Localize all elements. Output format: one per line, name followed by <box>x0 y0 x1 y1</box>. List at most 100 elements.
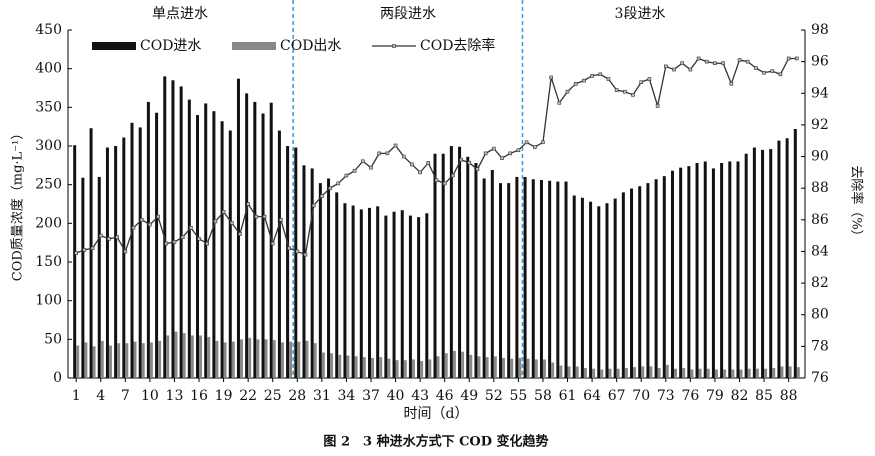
bar <box>646 183 650 378</box>
bar <box>474 163 478 378</box>
section-label: 单点进水 <box>152 6 208 22</box>
y2-tick-label: 94 <box>811 85 829 101</box>
bar <box>575 366 579 378</box>
bar <box>220 121 224 379</box>
x-tick-label: 49 <box>460 388 478 404</box>
x-tick-label: 55 <box>509 388 527 404</box>
line-marker <box>745 59 750 64</box>
legend-label: COD出水 <box>280 38 341 54</box>
x-tick-label: 1 <box>72 388 81 404</box>
bar <box>589 201 593 378</box>
bar <box>583 367 587 378</box>
line-marker <box>696 56 701 61</box>
bar <box>461 351 465 378</box>
bar <box>108 345 112 378</box>
line-marker <box>467 161 472 165</box>
bar <box>624 367 628 378</box>
bar <box>264 339 268 378</box>
bar <box>613 198 617 378</box>
line-marker <box>156 214 160 219</box>
bar <box>572 195 576 378</box>
bar <box>122 137 126 378</box>
legend-swatch <box>392 44 396 48</box>
bar <box>515 176 519 378</box>
bar <box>706 368 710 378</box>
y2-tick-label: 86 <box>811 212 829 228</box>
bar <box>187 99 191 378</box>
line-marker <box>279 218 283 222</box>
bar <box>518 357 522 378</box>
bar <box>654 179 658 378</box>
bar <box>327 178 331 378</box>
x-tick-label: 28 <box>288 388 306 404</box>
x-tick-label: 22 <box>239 388 257 404</box>
line-marker <box>786 56 791 61</box>
line-marker <box>672 67 676 72</box>
bar <box>321 352 325 378</box>
x-tick-label: 61 <box>559 388 577 404</box>
bar <box>752 147 756 378</box>
bar <box>114 146 118 378</box>
bar <box>531 179 535 378</box>
bar <box>171 80 175 379</box>
x-tick-label: 58 <box>534 388 552 404</box>
line-marker <box>492 146 496 151</box>
bar <box>228 130 232 378</box>
bar <box>477 356 481 378</box>
bar <box>485 357 489 378</box>
bar <box>395 360 399 378</box>
line-marker <box>189 225 193 230</box>
bar <box>703 161 707 378</box>
line-marker <box>663 64 668 69</box>
bar <box>163 76 167 379</box>
bar <box>796 367 800 378</box>
line-marker <box>598 72 603 77</box>
y-tick-label: 250 <box>35 177 62 193</box>
bar <box>310 168 314 378</box>
line-marker <box>655 104 660 108</box>
line-marker <box>713 61 717 66</box>
bar <box>403 360 407 378</box>
bar <box>542 359 546 378</box>
line-marker <box>704 59 709 64</box>
line-marker <box>426 161 431 165</box>
y2-tick-label: 90 <box>811 149 829 165</box>
bar <box>138 127 142 378</box>
line-marker <box>303 252 308 257</box>
y2-tick-label: 98 <box>811 22 829 38</box>
line-marker <box>328 186 332 190</box>
section-label: 两段进水 <box>380 6 436 22</box>
bar <box>747 368 751 378</box>
line-marker <box>729 81 734 86</box>
y2-tick-label: 84 <box>811 243 829 259</box>
bar <box>146 101 150 379</box>
bar <box>117 343 121 378</box>
bar <box>605 203 609 378</box>
bar <box>556 181 560 378</box>
line-marker <box>172 240 177 244</box>
line-marker <box>582 78 586 83</box>
bar <box>597 206 601 378</box>
x-tick-label: 34 <box>338 388 356 404</box>
bar <box>346 355 350 378</box>
bar <box>141 343 145 378</box>
x-tick-label: 52 <box>485 388 503 404</box>
bar <box>73 145 77 378</box>
line-marker <box>205 241 210 246</box>
bar <box>761 149 765 378</box>
x-tick-label: 10 <box>141 388 159 404</box>
y2-tick-label: 80 <box>811 307 829 323</box>
bar <box>286 146 290 378</box>
line-marker <box>139 218 144 222</box>
bar <box>641 366 645 378</box>
bar <box>493 356 497 378</box>
bar <box>523 176 527 378</box>
bar <box>551 362 555 378</box>
bar <box>499 183 503 378</box>
bar <box>379 357 383 378</box>
legend-label: COD进水 <box>140 38 201 54</box>
x-tick-label: 64 <box>583 388 601 404</box>
bar <box>277 130 281 378</box>
bar <box>490 169 494 378</box>
